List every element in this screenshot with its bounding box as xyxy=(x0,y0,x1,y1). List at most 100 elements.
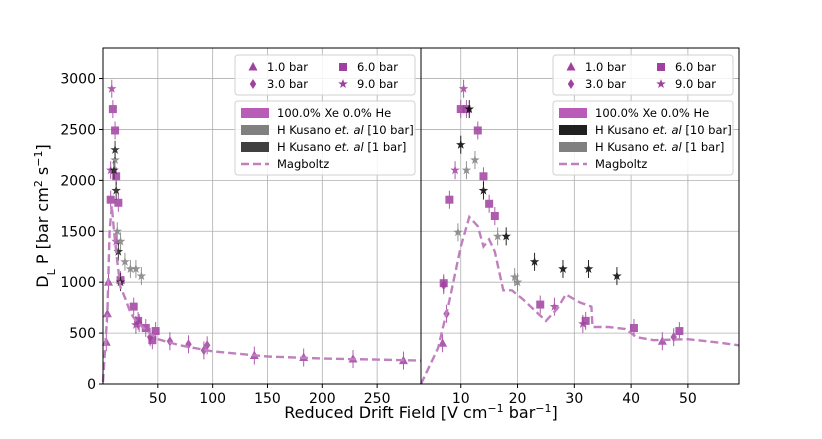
star-marker xyxy=(115,236,126,246)
x-tick-label: 30 xyxy=(565,391,583,407)
magboltz-curve xyxy=(101,205,422,383)
star-marker xyxy=(458,83,469,93)
measured-point xyxy=(112,222,122,241)
measured-point xyxy=(462,100,471,119)
measured-point xyxy=(185,335,192,354)
y-tick-label: 500 xyxy=(69,326,96,342)
measured-point xyxy=(583,259,594,278)
x-tick-label: 40 xyxy=(622,391,640,407)
legend-series-label: Magboltz xyxy=(277,157,329,171)
y-tick-label: 1000 xyxy=(60,275,96,291)
measured-point xyxy=(445,190,454,209)
triangle-marker xyxy=(102,308,112,318)
measured-point xyxy=(108,100,117,119)
x-tick-label: 20 xyxy=(509,391,527,407)
legend-series-label: Magboltz xyxy=(595,157,647,171)
pressure-legend-box xyxy=(234,54,416,96)
measured-point xyxy=(111,121,120,140)
measured-point xyxy=(461,161,472,180)
magboltz-curve xyxy=(419,214,740,385)
measured-point xyxy=(110,140,120,159)
star-marker xyxy=(470,155,480,164)
legend-series-label: 100.0% Xe 0.0% He xyxy=(277,106,391,120)
star-marker xyxy=(136,271,147,281)
star-marker xyxy=(131,263,141,273)
star-marker xyxy=(612,271,622,281)
y-tick-label: 2500 xyxy=(60,122,96,138)
legend-color-swatch xyxy=(559,108,587,118)
measured-point xyxy=(456,135,466,154)
star-marker xyxy=(131,319,141,329)
measured-point xyxy=(485,194,494,213)
x-tick-label: 50 xyxy=(149,391,167,407)
x-tick-label: 150 xyxy=(254,391,281,407)
star-marker xyxy=(492,231,503,241)
y-axis-label: DL P [bar cm2 s−1] xyxy=(32,144,58,287)
measured-point xyxy=(456,100,465,119)
star-marker xyxy=(111,185,121,195)
legend-triangle-icon xyxy=(566,62,576,71)
measured-point xyxy=(512,273,523,292)
measured-point xyxy=(578,314,588,333)
legend-star-icon xyxy=(338,79,348,88)
pressure-legend-box xyxy=(552,54,734,96)
star-marker xyxy=(453,227,463,237)
legend-pressure-label: 9.0 bar xyxy=(357,77,398,91)
measured-point xyxy=(453,223,463,242)
square-marker xyxy=(581,316,590,325)
y-tick-label: 3000 xyxy=(60,72,96,88)
legend-diamond-icon xyxy=(567,79,575,89)
legend-pressure-label: 9.0 bar xyxy=(675,77,716,91)
square-marker xyxy=(445,195,454,204)
legend-color-swatch xyxy=(559,142,587,152)
y-tick-label: 0 xyxy=(87,377,96,393)
triangle-marker xyxy=(657,336,667,345)
measured-point xyxy=(135,313,143,332)
legend-series-label: H Kusano et. al [10 bar] xyxy=(277,123,414,137)
measured-point xyxy=(115,232,126,251)
measured-point xyxy=(464,100,474,119)
star-marker xyxy=(549,301,560,311)
x-axis-label: Reduced Drift Field [V cm−1 bar−1] xyxy=(284,402,557,423)
measured-point xyxy=(501,227,511,246)
square-marker xyxy=(129,302,138,311)
measured-point xyxy=(166,332,174,351)
legend-pressure-label: 1.0 bar xyxy=(267,60,308,74)
left-series-layer xyxy=(101,79,422,383)
legend-pressure-label: 1.0 bar xyxy=(585,60,626,74)
star-marker xyxy=(125,263,136,273)
square-marker xyxy=(675,327,684,336)
right-series-layer xyxy=(419,79,740,385)
square-marker xyxy=(114,198,123,207)
measured-point xyxy=(200,341,208,360)
legend-color-swatch xyxy=(241,125,269,135)
measured-point xyxy=(657,332,667,351)
x-tick-label: 50 xyxy=(679,391,697,407)
square-marker xyxy=(151,327,160,336)
right-ticks: 10 20 30 40 50 xyxy=(452,384,697,407)
diamond-marker xyxy=(185,339,192,350)
measured-point xyxy=(114,193,123,212)
measured-point xyxy=(107,79,117,98)
square-marker xyxy=(536,300,545,309)
diamond-marker xyxy=(200,345,208,356)
legend-color-swatch xyxy=(241,108,269,118)
star-marker xyxy=(112,226,122,236)
square-marker xyxy=(490,212,499,220)
star-marker xyxy=(583,263,594,273)
legend-pressure-label: 6.0 bar xyxy=(675,60,716,74)
measured-point xyxy=(120,252,130,271)
star-marker xyxy=(110,144,120,154)
measured-point xyxy=(440,276,447,295)
measured-point xyxy=(450,161,460,180)
measured-point xyxy=(111,181,121,200)
square-marker xyxy=(108,105,117,114)
star-marker xyxy=(110,155,120,164)
square-marker xyxy=(111,126,120,135)
square-marker xyxy=(485,199,494,208)
star-marker xyxy=(478,185,489,195)
measured-point xyxy=(125,259,136,278)
